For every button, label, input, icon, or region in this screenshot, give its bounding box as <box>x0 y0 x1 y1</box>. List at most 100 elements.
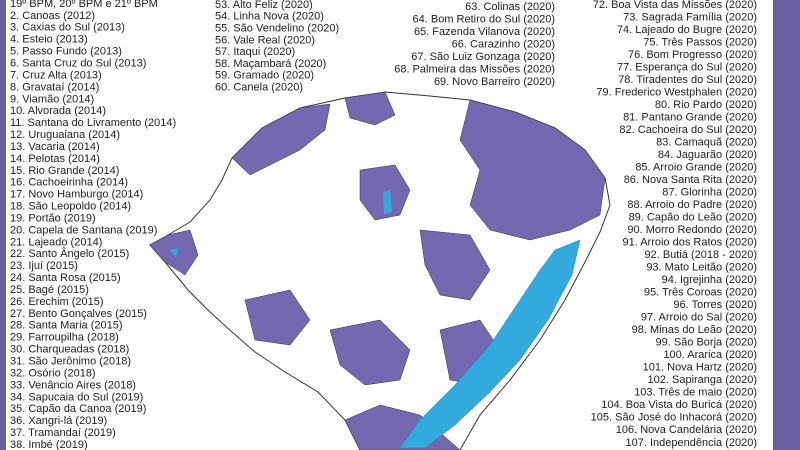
list-item: 88. Arroio do Padre (2020) <box>627 199 757 211</box>
list-item: 22. Santo Ângelo (2015) <box>10 247 129 260</box>
list-item: 2. Canoas (2012) <box>10 10 95 22</box>
list-item: 24. Santa Rosa (2015) <box>10 272 121 284</box>
list-item: 78. Tiradentes do Sul (2020) <box>618 74 757 86</box>
list-item: 105. São José do Inhacorá (2020) <box>591 412 757 424</box>
map <box>149 91 611 450</box>
list-item: 9. Viamão (2014) <box>10 93 94 105</box>
list-item: 15. Rio Grande (2014) <box>10 165 119 177</box>
list-item: 55. São Vendelino (2020) <box>215 23 339 35</box>
list-item: 21. Lajeado (2014) <box>10 236 102 248</box>
list-item: 92. Butiá (2018 - 2020) <box>644 249 757 261</box>
list-item: 20. Capela de Santana (2019) <box>10 224 157 236</box>
list-item: 19. Portão (2019) <box>10 212 96 224</box>
list-item: 35. Capão da Canoa (2019) <box>10 403 146 415</box>
list-item: 63. Colinas (2020) <box>465 1 555 13</box>
list-item: 36. Xangri-lá (2019) <box>10 415 107 427</box>
list-item: 96. Torres (2020) <box>673 299 757 311</box>
frame-left <box>0 0 6 450</box>
list-item: 104. Boa Vista do Buricá (2020) <box>601 399 757 411</box>
list-item: 38. Imbé (2019) <box>10 439 88 450</box>
list-item: 17. Novo Hamburgo (2014) <box>10 189 143 201</box>
list-item: 102. Sapiranga (2020) <box>648 374 757 386</box>
list-item: 7. Cruz Alta (2013) <box>10 69 102 81</box>
list-item: 12. Uruguaiana (2014) <box>10 129 120 141</box>
list-item: 29. Farroupilha (2018) <box>10 332 119 344</box>
region <box>231 103 331 176</box>
list-item: 27. Bento Gonçalves (2015) <box>10 308 147 320</box>
list-item: 13. Vacaria (2014) <box>10 141 100 153</box>
list-item: 37. Tramandaí (2019) <box>10 427 116 439</box>
list-item: 57. Itaqui (2020) <box>215 46 295 58</box>
list-item: 89. Capão do Leão (2020) <box>629 212 757 224</box>
list-item: 85. Arroio Grande (2020) <box>635 162 757 174</box>
list-item: 106. Nova Candelária (2020) <box>616 424 757 436</box>
list-item: 99. São Borja (2020) <box>655 337 757 349</box>
list-item: 53. Alto Feliz (2020) <box>215 0 313 11</box>
list-item: 83. Camaquã (2020) <box>656 137 757 149</box>
list-item: 5. Passo Fundo (2013) <box>10 46 122 58</box>
region <box>244 289 311 346</box>
list-item: 56. Vale Real (2020) <box>215 34 315 46</box>
list-item: 16. Cachoeirinha (2014) <box>10 177 128 189</box>
list-item: 80. Rio Pardo (2020) <box>655 99 757 111</box>
list-item: 31. São Jerônimo (2018) <box>10 356 131 368</box>
list-item: 91. Arroio dos Ratos (2020) <box>622 237 757 249</box>
region <box>459 99 606 241</box>
list-item: 97. Arroio do Sal (2020) <box>641 312 757 324</box>
list-item: 14. Pelotas (2014) <box>10 153 100 165</box>
list-item: 28. Santa Maria (2015) <box>10 320 123 332</box>
list-item: 30. Charqueadas (2018) <box>10 344 129 356</box>
list-item: 4. Esteio (2013) <box>10 34 88 46</box>
lagoon <box>399 239 581 449</box>
list-item: 66. Carazinho (2020) <box>452 38 555 50</box>
list-item: 8. Gravataí (2014) <box>10 81 99 93</box>
list-item: 68. Palmeira das Missões (2020) <box>394 63 555 75</box>
frame-right <box>773 0 800 450</box>
list-item: 79. Frederico Westphalen (2020) <box>596 86 757 98</box>
list-item: 94. Igrejinha (2020) <box>662 274 757 286</box>
list-item: 98. Minas do Leão (2020) <box>632 324 757 336</box>
list-item: 82. Cachoeira do Sul (2020) <box>619 124 757 136</box>
list-item: 73. Sagrada Família (2020) <box>623 11 757 23</box>
list-item: 33. Venâncio Aires (2018) <box>10 379 136 391</box>
reservoir <box>383 190 392 214</box>
list-item: 90. Morro Redondo (2020) <box>627 224 757 236</box>
reservoir <box>170 248 178 258</box>
list-item: 25. Bagé (2015) <box>10 284 89 296</box>
list-item: 107. Independência (2020) <box>626 437 758 449</box>
list-item: 100. Ararica (2020) <box>663 349 757 361</box>
region <box>344 91 396 126</box>
list-item: 86. Nova Santa Rita (2020) <box>624 174 757 186</box>
region <box>329 319 411 386</box>
list-item: 69. Novo Barreiro (2020) <box>434 76 555 88</box>
list-item: 72. Boa Vista das Missões (2020) <box>593 0 757 11</box>
list-item: 10. Alvorada (2014) <box>10 105 106 117</box>
list-item: 76. Bom Progresso (2020) <box>628 49 757 61</box>
list-item: 81. Pantano Grande (2020) <box>623 111 757 123</box>
list-item: 26. Erechim (2015) <box>10 296 104 308</box>
list-item: 74. Lajeado do Bugre (2020) <box>617 24 757 36</box>
list-item: 58. Maçambará (2020) <box>215 58 326 70</box>
list-item: 6. Santa Cruz do Sul (2013) <box>10 58 146 70</box>
list-item: 75. Três Passos (2020) <box>643 36 757 48</box>
region <box>419 229 491 301</box>
list-item: 87. Glorinha (2020) <box>662 187 757 199</box>
list-item: 64. Bom Retiro do Sul (2020) <box>413 13 555 25</box>
list-item: 60. Canela (2020) <box>215 82 303 94</box>
list-item: 32. Osório (2018) <box>10 367 96 379</box>
list-item: 93. Mato Leitão (2020) <box>646 262 757 274</box>
list-item: 67. São Luiz Gonzaga (2020) <box>411 51 555 63</box>
list-item: 59. Gramado (2020) <box>215 70 314 82</box>
list-item: 95. Três Coroas (2020) <box>644 287 757 299</box>
list-item: 65. Fazenda Vilanova (2020) <box>414 26 555 38</box>
list-item: 34. Sapucaia do Sul (2019) <box>10 391 143 403</box>
list-item: 19º BPM, 20º BPM e 21º BPM <box>10 0 158 10</box>
list-item: 77. Esperança do Sul (2020) <box>617 61 757 73</box>
list-item: 11. Santana do Livramento (2014) <box>10 117 176 129</box>
list-item: 18. São Leopoldo (2014) <box>10 201 131 213</box>
list-item: 103. Três de maio (2020) <box>634 387 757 399</box>
list-item: 23. Ijuí (2015) <box>10 260 78 272</box>
list-item: 101. Nova Hartz (2020) <box>643 362 757 374</box>
